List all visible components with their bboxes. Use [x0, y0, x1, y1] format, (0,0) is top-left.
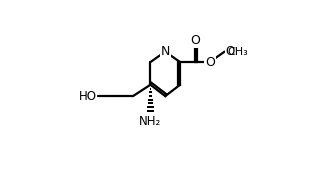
- Text: O: O: [205, 56, 215, 69]
- Text: NH₂: NH₂: [139, 115, 162, 128]
- Text: O: O: [225, 45, 235, 58]
- Text: O: O: [190, 34, 200, 47]
- Text: HO: HO: [79, 90, 97, 103]
- Text: N: N: [161, 45, 170, 58]
- Text: CH₃: CH₃: [228, 47, 248, 57]
